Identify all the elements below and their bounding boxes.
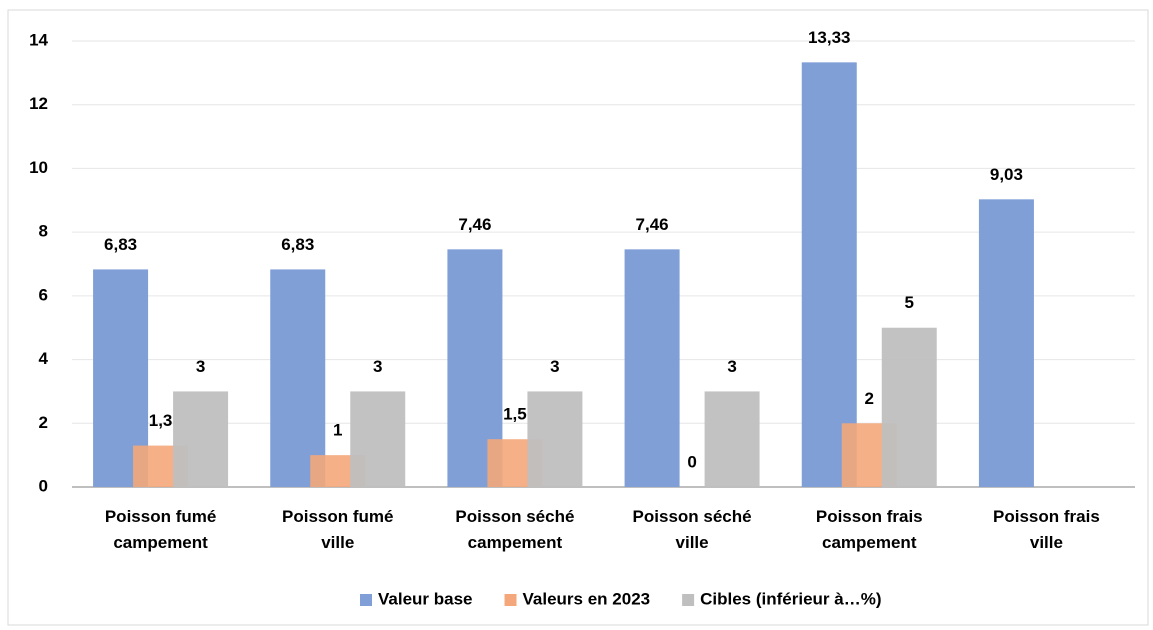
bar <box>527 391 583 487</box>
bar <box>270 269 326 487</box>
data-label: 6,83 <box>281 235 314 254</box>
x-tick-label: Poisson séché campement <box>455 507 575 552</box>
data-label: 1,5 <box>503 405 527 424</box>
y-tick-label: 12 <box>29 94 48 113</box>
bar <box>801 62 857 487</box>
data-label: 3 <box>196 357 205 376</box>
bar <box>173 391 229 487</box>
y-tick-label: 4 <box>39 349 49 368</box>
x-tick-label: Poisson frais campement <box>815 507 923 552</box>
bar <box>978 199 1034 487</box>
data-label: 6,83 <box>104 235 137 254</box>
data-label: 7,46 <box>458 215 491 234</box>
data-label: 3 <box>727 357 736 376</box>
data-label: 5 <box>905 293 914 312</box>
y-tick-label: 10 <box>29 158 48 177</box>
data-label: 0 <box>687 452 696 471</box>
y-tick-label: 14 <box>29 30 48 49</box>
legend-swatch <box>360 594 372 606</box>
y-tick-label: 8 <box>39 222 48 241</box>
x-tick-label: Poisson séché ville <box>632 507 752 552</box>
y-tick-label: 2 <box>39 413 48 432</box>
bar <box>704 391 760 487</box>
data-label: 2 <box>865 389 874 408</box>
bar <box>881 327 937 487</box>
chart-frame <box>7 9 1149 626</box>
data-label: 3 <box>550 357 559 376</box>
y-tick-label: 6 <box>39 285 48 304</box>
bar <box>624 249 680 487</box>
data-label: 3 <box>373 357 382 376</box>
data-label: 9,03 <box>990 165 1023 184</box>
x-tick-label: Poisson frais ville <box>993 507 1100 552</box>
x-tick-label: Poisson fumé ville <box>282 507 394 552</box>
legend-swatch <box>682 594 695 606</box>
x-tick-label: Poisson fumé campement <box>104 507 217 552</box>
legend-label: Cibles (inférieur à…%) <box>700 589 881 608</box>
data-label: 1 <box>333 421 342 440</box>
y-tick-label: 0 <box>39 476 48 495</box>
legend-label: Valeurs en 2023 <box>523 589 651 608</box>
data-label: 1,3 <box>149 411 173 430</box>
legend-swatch <box>504 594 517 606</box>
data-label: 7,46 <box>636 215 669 234</box>
legend-label: Valeur base <box>378 589 473 608</box>
bar <box>350 391 406 487</box>
data-label: 13,33 <box>808 28 851 47</box>
